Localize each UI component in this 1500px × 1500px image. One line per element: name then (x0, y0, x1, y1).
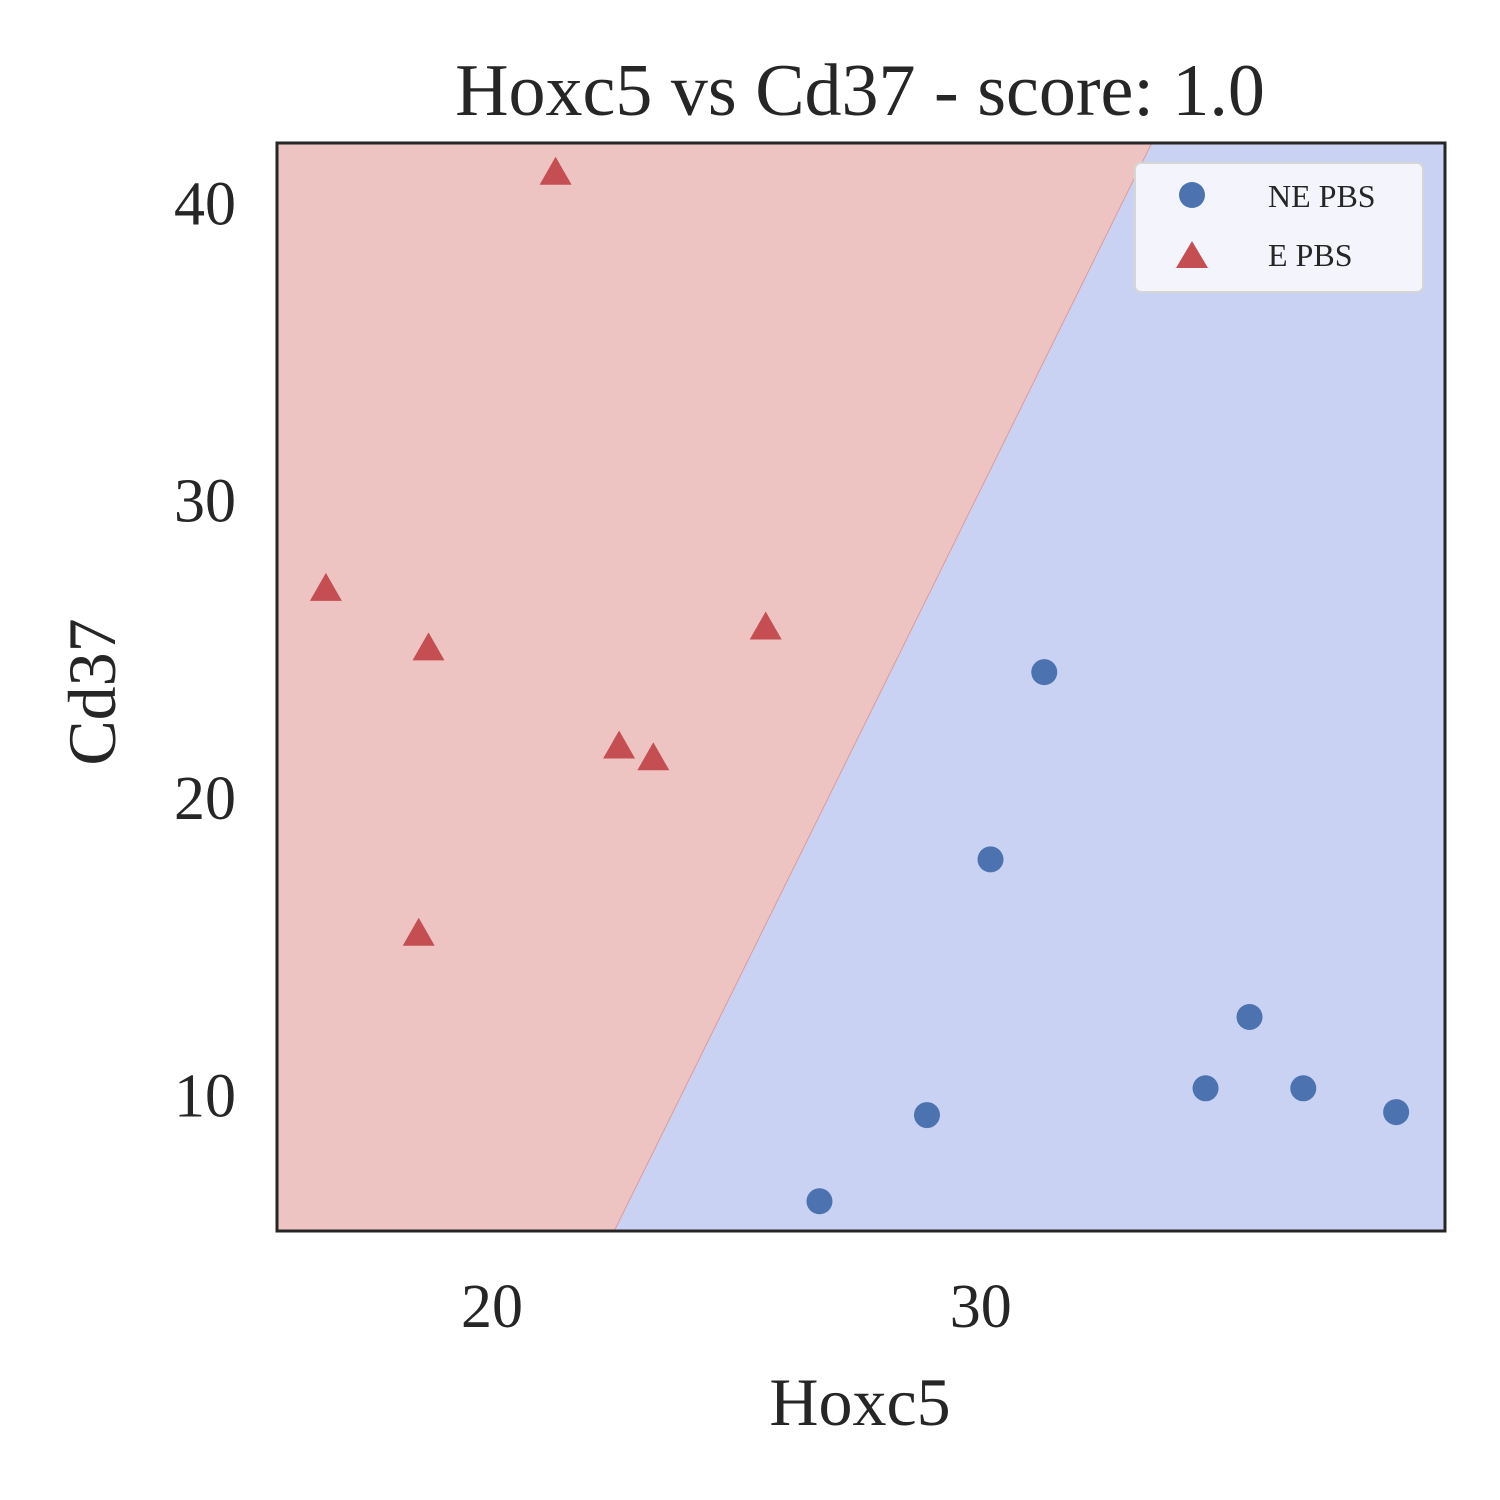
data-point-ne-pbs-6 (1290, 1075, 1317, 1102)
legend-e-marker (1176, 241, 1208, 268)
legend-label-ne: NE PBS (1268, 178, 1376, 214)
data-point-e-pbs-6 (749, 611, 782, 640)
decision-boundary (613, 142, 1153, 1232)
chart-title: Hoxc5 vs Cd37 - score: 1.0 (455, 50, 1265, 132)
data-point-e-pbs-5 (637, 742, 670, 771)
data-point-ne-pbs-7 (1383, 1099, 1410, 1126)
data-point-e-pbs-2 (402, 917, 435, 946)
data-point-e-pbs-0 (309, 572, 342, 601)
data-point-ne-pbs-5 (1236, 1003, 1263, 1030)
y-tick-label: 20 (174, 765, 236, 833)
region-e-pbs (277, 143, 1152, 1231)
data-point-ne-pbs-0 (806, 1188, 833, 1215)
plot-frame (275, 141, 1447, 1233)
y-tick-label: 30 (174, 468, 236, 536)
data-point-ne-pbs-2 (977, 846, 1004, 873)
data-point-e-pbs-3 (539, 156, 572, 185)
legend-ne-marker (1179, 182, 1205, 208)
plot-area: 20 30 10 20 30 40 (174, 141, 1447, 1341)
legend: NE PBS E PBS (1134, 162, 1424, 293)
y-tick-label: 10 (174, 1062, 236, 1130)
data-point-ne-pbs-1 (913, 1102, 940, 1129)
y-tick-label: 40 (174, 170, 236, 238)
x-tick-label: 20 (461, 1273, 523, 1341)
data-point-ne-pbs-4 (1192, 1075, 1219, 1102)
data-point-e-pbs-1 (412, 632, 445, 661)
x-axis-label: Hoxc5 (769, 1364, 950, 1440)
y-axis-label: Cd37 (54, 618, 130, 765)
x-tick-label: 30 (950, 1273, 1012, 1341)
data-point-e-pbs-4 (603, 730, 636, 759)
data-point-ne-pbs-3 (1031, 659, 1058, 686)
legend-label-e: E PBS (1268, 237, 1352, 273)
legend-box (1134, 162, 1424, 293)
